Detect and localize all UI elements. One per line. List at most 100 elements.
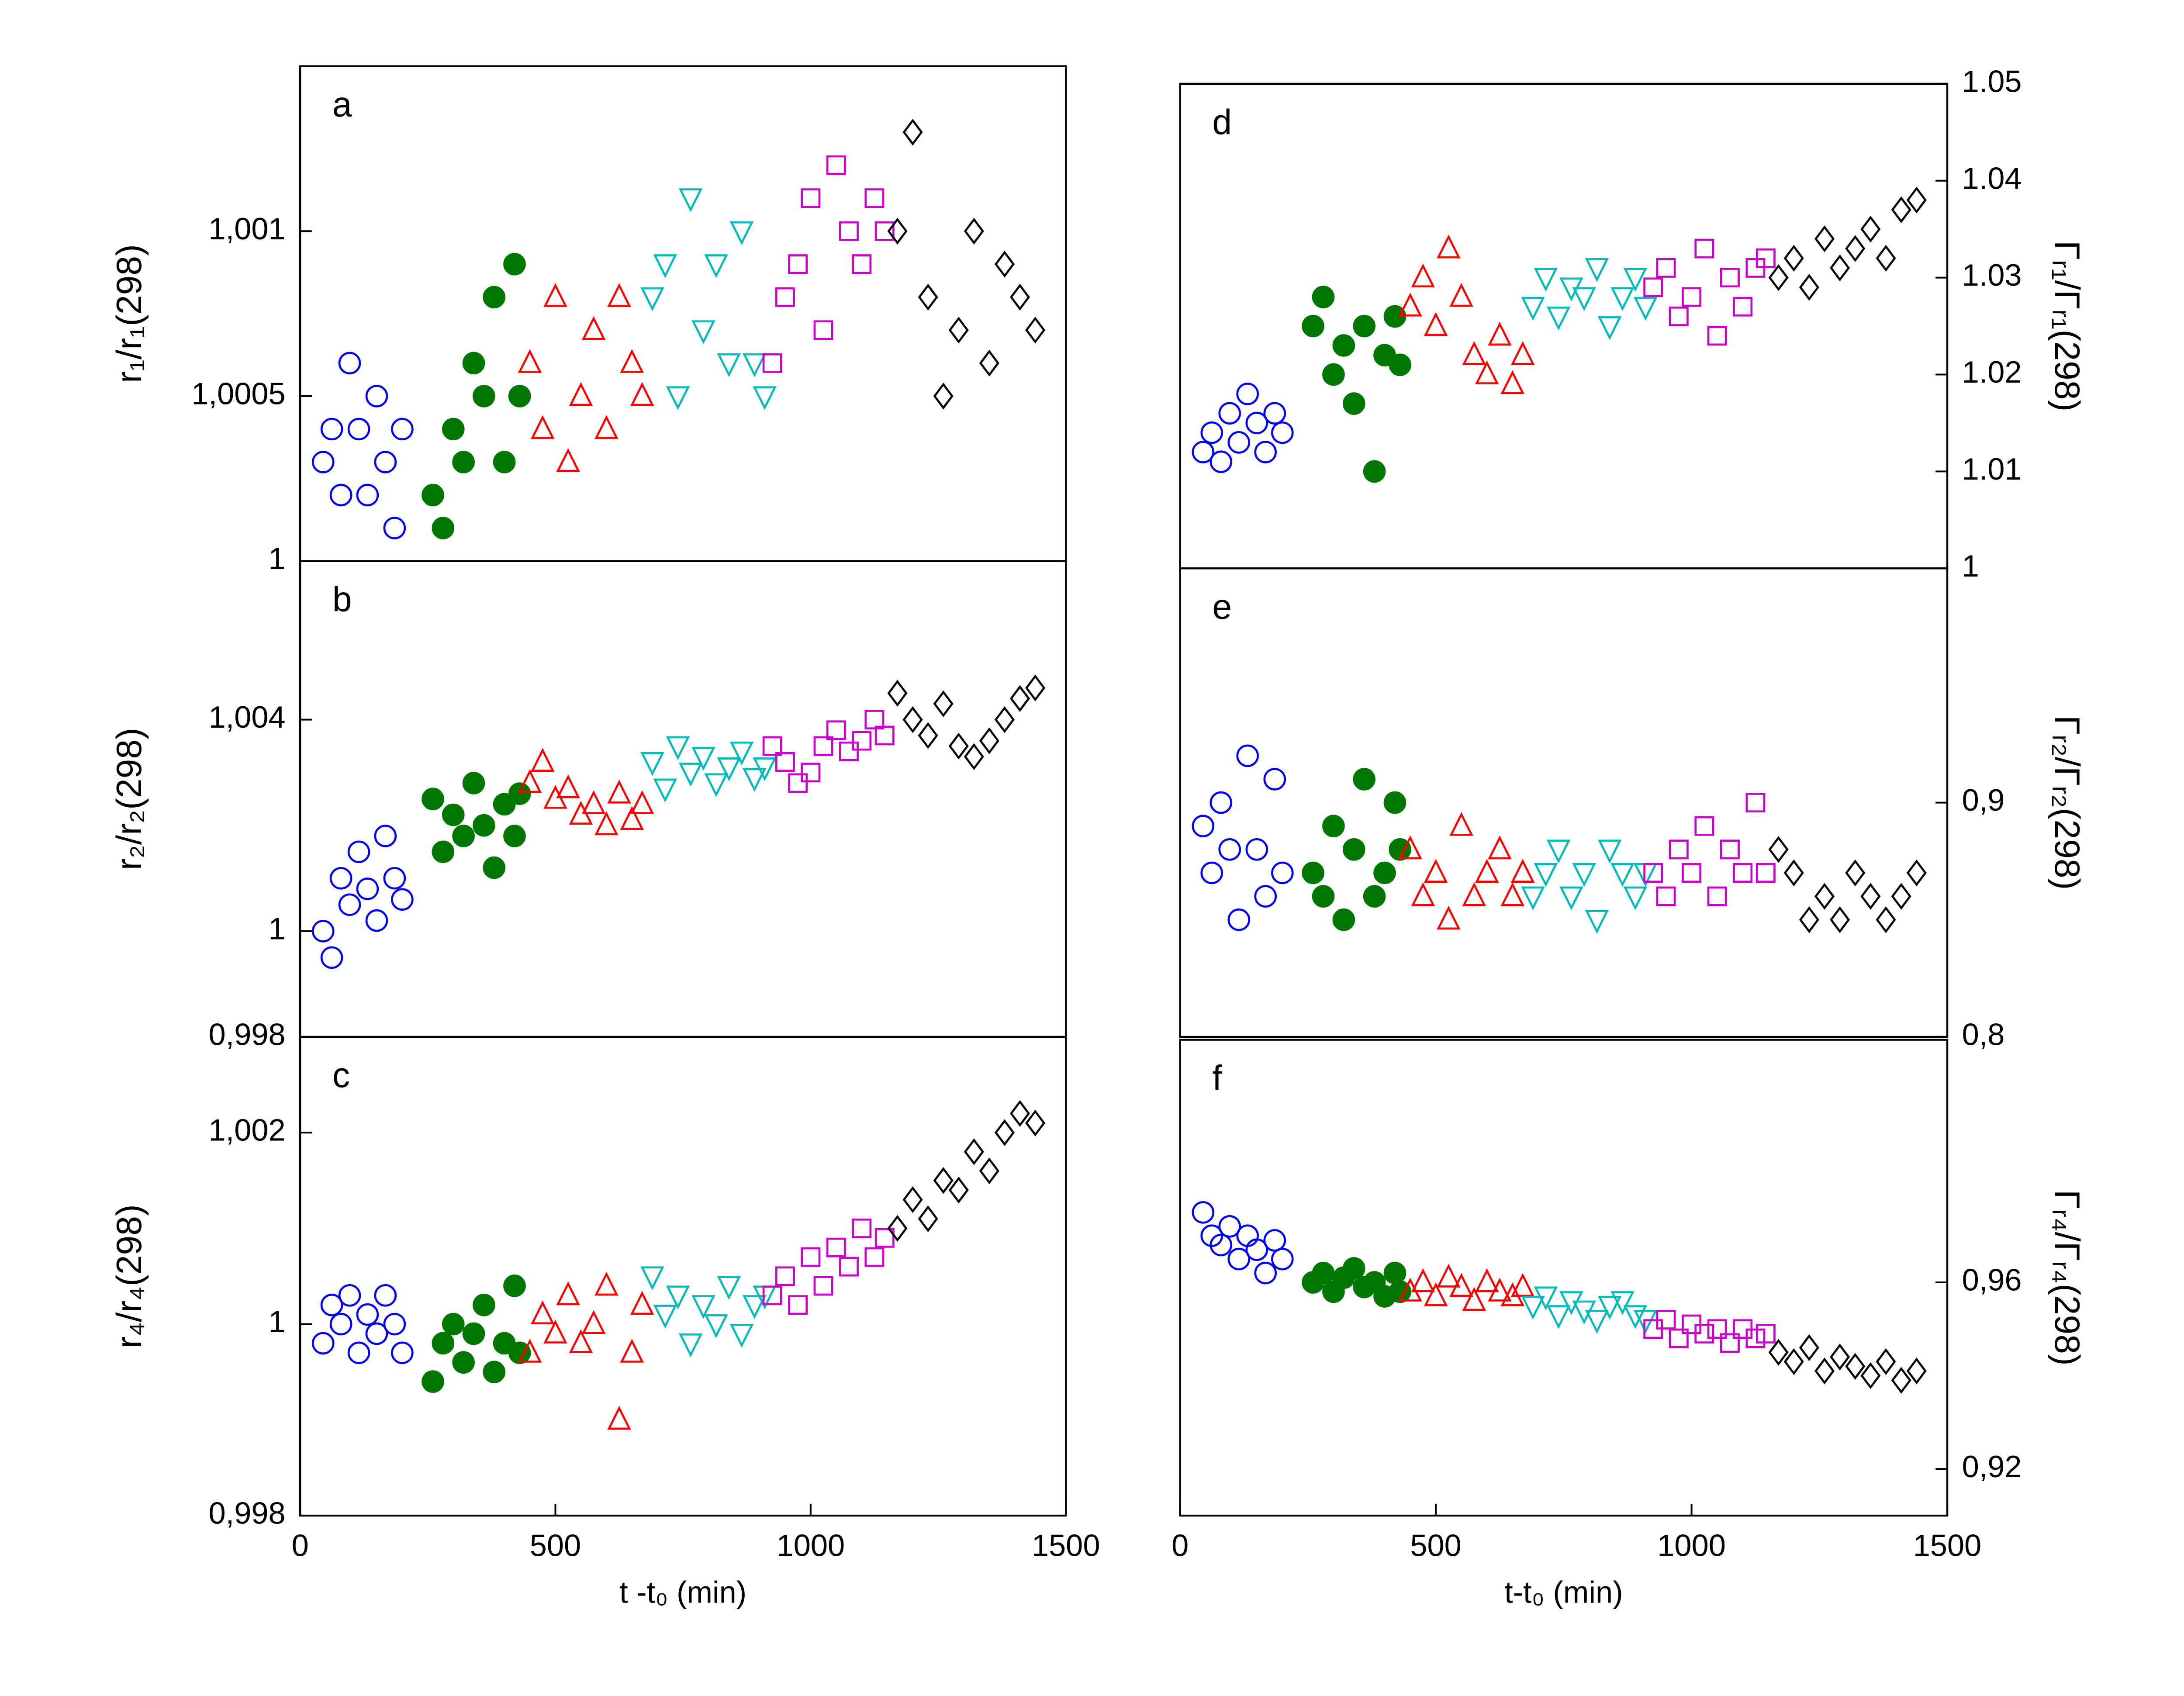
point — [753, 757, 777, 781]
x-axis-label: t-t₀ (min) — [1504, 1575, 1623, 1610]
point — [581, 790, 606, 814]
point — [788, 773, 808, 793]
point — [1500, 370, 1525, 394]
point — [1814, 1357, 1835, 1385]
y-tick-label: 1,0005 — [191, 376, 285, 411]
point — [374, 1284, 397, 1307]
point — [826, 720, 846, 740]
point — [483, 856, 506, 879]
point — [1745, 1328, 1766, 1348]
point — [852, 731, 872, 751]
panel-label: a — [332, 85, 352, 124]
point — [1656, 1309, 1676, 1330]
point — [1783, 245, 1804, 272]
point — [1521, 886, 1545, 911]
point — [1643, 863, 1663, 883]
point — [1245, 838, 1268, 861]
point — [691, 746, 715, 771]
x-tick-label: 0 — [1171, 1528, 1189, 1562]
point — [1682, 863, 1702, 883]
y-axis-label: Γᵣ₂/Γᵣ₂(298) — [2047, 715, 2087, 890]
point — [1597, 316, 1622, 340]
y-tick-label: 0,998 — [209, 1017, 286, 1051]
point — [391, 888, 414, 911]
point — [1891, 1367, 1911, 1394]
point — [979, 727, 999, 754]
point — [653, 1305, 677, 1329]
point — [311, 1332, 335, 1355]
point — [503, 1275, 526, 1297]
x-tick-label: 1000 — [1657, 1528, 1726, 1562]
point — [483, 1361, 506, 1383]
point — [1597, 1295, 1622, 1320]
point — [1383, 791, 1406, 814]
point — [1845, 859, 1866, 887]
point — [887, 1215, 908, 1242]
point — [1449, 283, 1473, 307]
point — [1720, 268, 1740, 288]
point — [1389, 1280, 1411, 1303]
point — [1656, 886, 1676, 906]
point — [1643, 277, 1663, 297]
point — [543, 1319, 567, 1344]
point — [852, 254, 872, 274]
point — [948, 732, 969, 760]
panel-label: d — [1212, 103, 1232, 142]
point — [1534, 268, 1558, 292]
point — [762, 1285, 782, 1306]
point — [902, 1186, 923, 1213]
point — [391, 418, 414, 441]
point — [1488, 321, 1512, 346]
point — [743, 353, 767, 377]
point — [678, 1333, 703, 1357]
point — [994, 251, 1015, 278]
point — [543, 283, 567, 307]
point — [356, 1303, 379, 1326]
y-tick-label: 0,96 — [1962, 1263, 2022, 1297]
point — [569, 1329, 593, 1353]
point — [347, 840, 370, 864]
point — [374, 451, 397, 473]
point — [630, 382, 654, 406]
point — [1891, 196, 1911, 223]
point — [1218, 1215, 1241, 1238]
point — [1312, 885, 1335, 908]
point — [948, 317, 969, 344]
point — [1546, 306, 1571, 331]
point — [1353, 768, 1375, 791]
point — [1845, 1353, 1866, 1380]
point — [717, 1276, 741, 1300]
point — [1263, 1229, 1286, 1252]
point — [640, 287, 664, 311]
point — [1302, 861, 1324, 884]
point — [374, 825, 397, 847]
panel-label: e — [1212, 587, 1232, 626]
point — [531, 415, 555, 439]
point — [1610, 863, 1635, 887]
point — [1682, 1314, 1702, 1334]
point — [801, 188, 821, 208]
panel: a 1 1,0005 1,001 r₁/r₁(298) — [110, 65, 1067, 576]
point — [432, 840, 455, 864]
point — [994, 706, 1015, 733]
point — [1475, 1268, 1499, 1292]
y-tick-label: 1 — [268, 541, 285, 576]
point — [1669, 306, 1689, 326]
point — [1572, 287, 1596, 311]
point — [1227, 1247, 1251, 1271]
point — [452, 451, 475, 473]
point — [1254, 441, 1277, 463]
point — [1845, 235, 1866, 262]
point — [432, 517, 455, 539]
point — [775, 1266, 795, 1286]
point — [1424, 312, 1448, 336]
point — [452, 825, 475, 847]
point — [1768, 836, 1789, 863]
point — [1227, 908, 1251, 931]
point — [311, 920, 335, 943]
x-axis-label: t -t₀ (min) — [619, 1575, 746, 1610]
point — [1227, 431, 1251, 454]
point — [1546, 1305, 1571, 1329]
point — [1424, 859, 1448, 883]
panel: f 0,92 0,96 Γᵣ₄/Γᵣ₄(298) 0 500 1000 1500 t-t₀ (m… — [1171, 1039, 2087, 1610]
